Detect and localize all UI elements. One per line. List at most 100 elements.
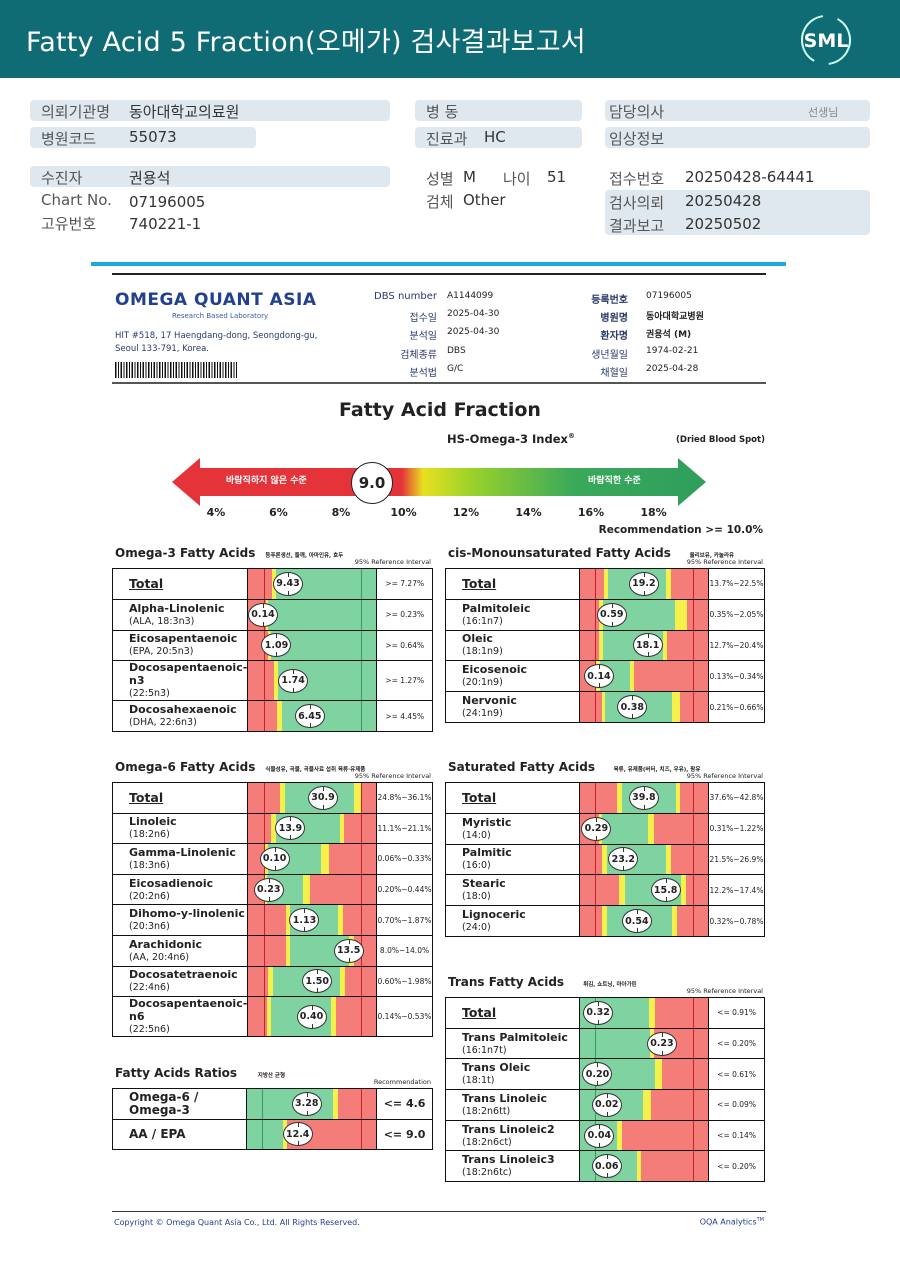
sml-logo: SML — [798, 12, 854, 68]
lab-field-value: A1144099 — [447, 291, 494, 301]
bar-gridline — [692, 1151, 694, 1182]
result-value-marker: 12.4 — [282, 1122, 313, 1147]
bar-zone — [616, 1120, 622, 1151]
result-bar: 0.38 — [578, 691, 709, 723]
lab-field-value: 2025-04-30 — [447, 327, 500, 337]
index-tick-label: 8% — [331, 506, 351, 519]
result-value-marker: 1.09 — [261, 633, 292, 658]
oqa-analytics-brand: OQA AnalyticsTM — [699, 1217, 764, 1227]
bar-gridline — [692, 1090, 694, 1120]
omega3-index-bar — [172, 458, 706, 506]
fatty-acid-label: Palmitic — [462, 846, 512, 860]
fatty-acid-label: Gamma-Linolenic — [129, 845, 236, 859]
bar-gridline — [361, 569, 363, 599]
result-bar: 1.13 — [247, 904, 378, 936]
reference-range: <= 0.09% — [708, 1089, 765, 1121]
bar-gridline — [263, 905, 265, 935]
fatty-acid-code: (18:2n6ct) — [462, 1136, 512, 1148]
fatty-acid-name: Myristic (14:0) — [445, 812, 580, 845]
reference-range: 12.7%~20.4% — [707, 629, 766, 662]
bar-zone — [248, 966, 269, 997]
lab-field-label: 검체종류 — [400, 350, 437, 361]
bar-zone — [268, 599, 377, 630]
bar-zone — [280, 783, 286, 813]
bar-zone — [663, 630, 667, 661]
bar-zone — [248, 905, 287, 935]
age-value: 51 — [547, 168, 567, 186]
reference-interval-header: 95% Reference Interval — [686, 558, 763, 566]
fatty-acid-label: Docosapentaenoic-n3 — [129, 661, 248, 688]
request-value: 20250428 — [685, 192, 762, 210]
table-row: Total 0.32 <= 0.91% — [445, 997, 765, 1029]
result-bar: 6.45 — [247, 700, 378, 733]
reference-interval-header: 95% Reference Interval — [354, 558, 431, 566]
lab-field-value: DBS — [447, 346, 466, 356]
result-bar: 0.06 — [578, 1150, 710, 1183]
fatty-acid-code: (22:5n6) — [129, 1024, 170, 1036]
bar-zone — [360, 783, 376, 813]
lab-field-label: 환자명 — [600, 331, 628, 342]
reference-range: 0.70%~1.87% — [376, 904, 433, 936]
fatty-acid-code: (16:0) — [462, 860, 491, 872]
chart-value: 07196005 — [129, 193, 206, 211]
lab-field-value: 1974-02-21 — [646, 346, 699, 356]
table-row: Docosapentaenoic-n3 (22:5n3) 1.74 >= 1.27% — [111, 660, 433, 702]
fatty-acid-name: Palmitic (16:0) — [445, 843, 580, 876]
sex-label: 성별 — [426, 170, 454, 188]
bar-zone — [579, 1028, 650, 1059]
fatty-acid-label: Oleic — [462, 632, 493, 646]
reference-interval-header: 95% Reference Interval — [686, 987, 763, 995]
reference-range: >= 0.23% — [376, 598, 433, 631]
reference-range: 0.06%~0.33% — [376, 843, 433, 875]
reference-range: <= 9.0 — [376, 1118, 433, 1150]
fatty-acid-code: (18:3n6) — [129, 859, 170, 871]
reference-range: 0.32%~0.78% — [707, 905, 766, 937]
lab-field-label: 분석법 — [409, 368, 437, 379]
bar-zone — [621, 1120, 709, 1151]
request-label: 검사의뢰 — [609, 194, 665, 212]
bar-zone — [338, 1089, 377, 1119]
result-bar: 39.8 — [578, 782, 709, 814]
bad-level-label: 바람직하지 않은 수준 — [226, 476, 307, 486]
section-food-note: 식물성유, 곡물, 곡물사료 섭취 육류·유제품 — [265, 767, 366, 773]
specimen-note: (Dried Blood Spot) — [676, 435, 765, 445]
fatty-acid-name: Eicosadienoic (20:2n6) — [111, 873, 249, 906]
bar-zone — [342, 905, 376, 935]
receipt-value: 20250428-64441 — [685, 168, 815, 186]
bar-zone — [679, 692, 708, 722]
table-row: Omega-6 / Omega-3 3.28 <= 4.6 — [112, 1088, 433, 1120]
fatty-acid-code: (16:1n7) — [462, 615, 503, 627]
bar-gridline — [360, 1119, 362, 1149]
ward-label: 병 동 — [426, 103, 459, 121]
fatty-acid-label: Dihomo-y-linolenic — [129, 907, 245, 921]
fatty-acid-code: (18:1n9) — [462, 646, 503, 658]
barcode — [115, 362, 237, 378]
fatty-acid-name: Alpha-Linolenic (ALA, 18:3n3) — [111, 598, 249, 631]
bar-zone — [270, 813, 276, 844]
result-bar: 0.14 — [578, 660, 709, 693]
lab-field-value: 2025-04-30 — [447, 309, 500, 319]
bar-gridline — [361, 661, 363, 701]
institution-value: 동아대학교의료원 — [129, 103, 240, 121]
bar-zone — [579, 875, 620, 906]
bar-zone — [248, 813, 271, 844]
section-title: Omega-6 Fatty Acids — [115, 760, 256, 774]
result-bar: 13.5 — [247, 934, 378, 967]
reference-range: 11.1%~21.1% — [376, 812, 433, 845]
section-food-note: 등푸른생선, 들깨, 아마인유, 호두 — [265, 553, 344, 559]
ward-box — [415, 100, 582, 121]
reference-range: 13.7%~22.5% — [707, 568, 766, 600]
bar-gridline — [360, 844, 362, 874]
bar-gridline — [360, 905, 362, 935]
bar-gridline — [595, 875, 597, 906]
result-value-marker: 0.14 — [248, 602, 279, 627]
reference-range: 0.13%~0.34% — [707, 660, 766, 693]
reference-range: 0.35%~2.05% — [707, 598, 766, 631]
bar-gridline — [692, 783, 694, 813]
table-row: Stearic (18:0) 15.8 12.2%~17.4% — [445, 874, 766, 907]
bar-zone — [641, 1151, 709, 1182]
fatty-acid-name: Linoleic (18:2n6) — [111, 812, 249, 845]
fatty-acid-label: AA / EPA — [129, 1126, 186, 1141]
result-bar: 18.1 — [578, 629, 709, 662]
reference-range: 0.21%~0.66% — [707, 691, 766, 723]
